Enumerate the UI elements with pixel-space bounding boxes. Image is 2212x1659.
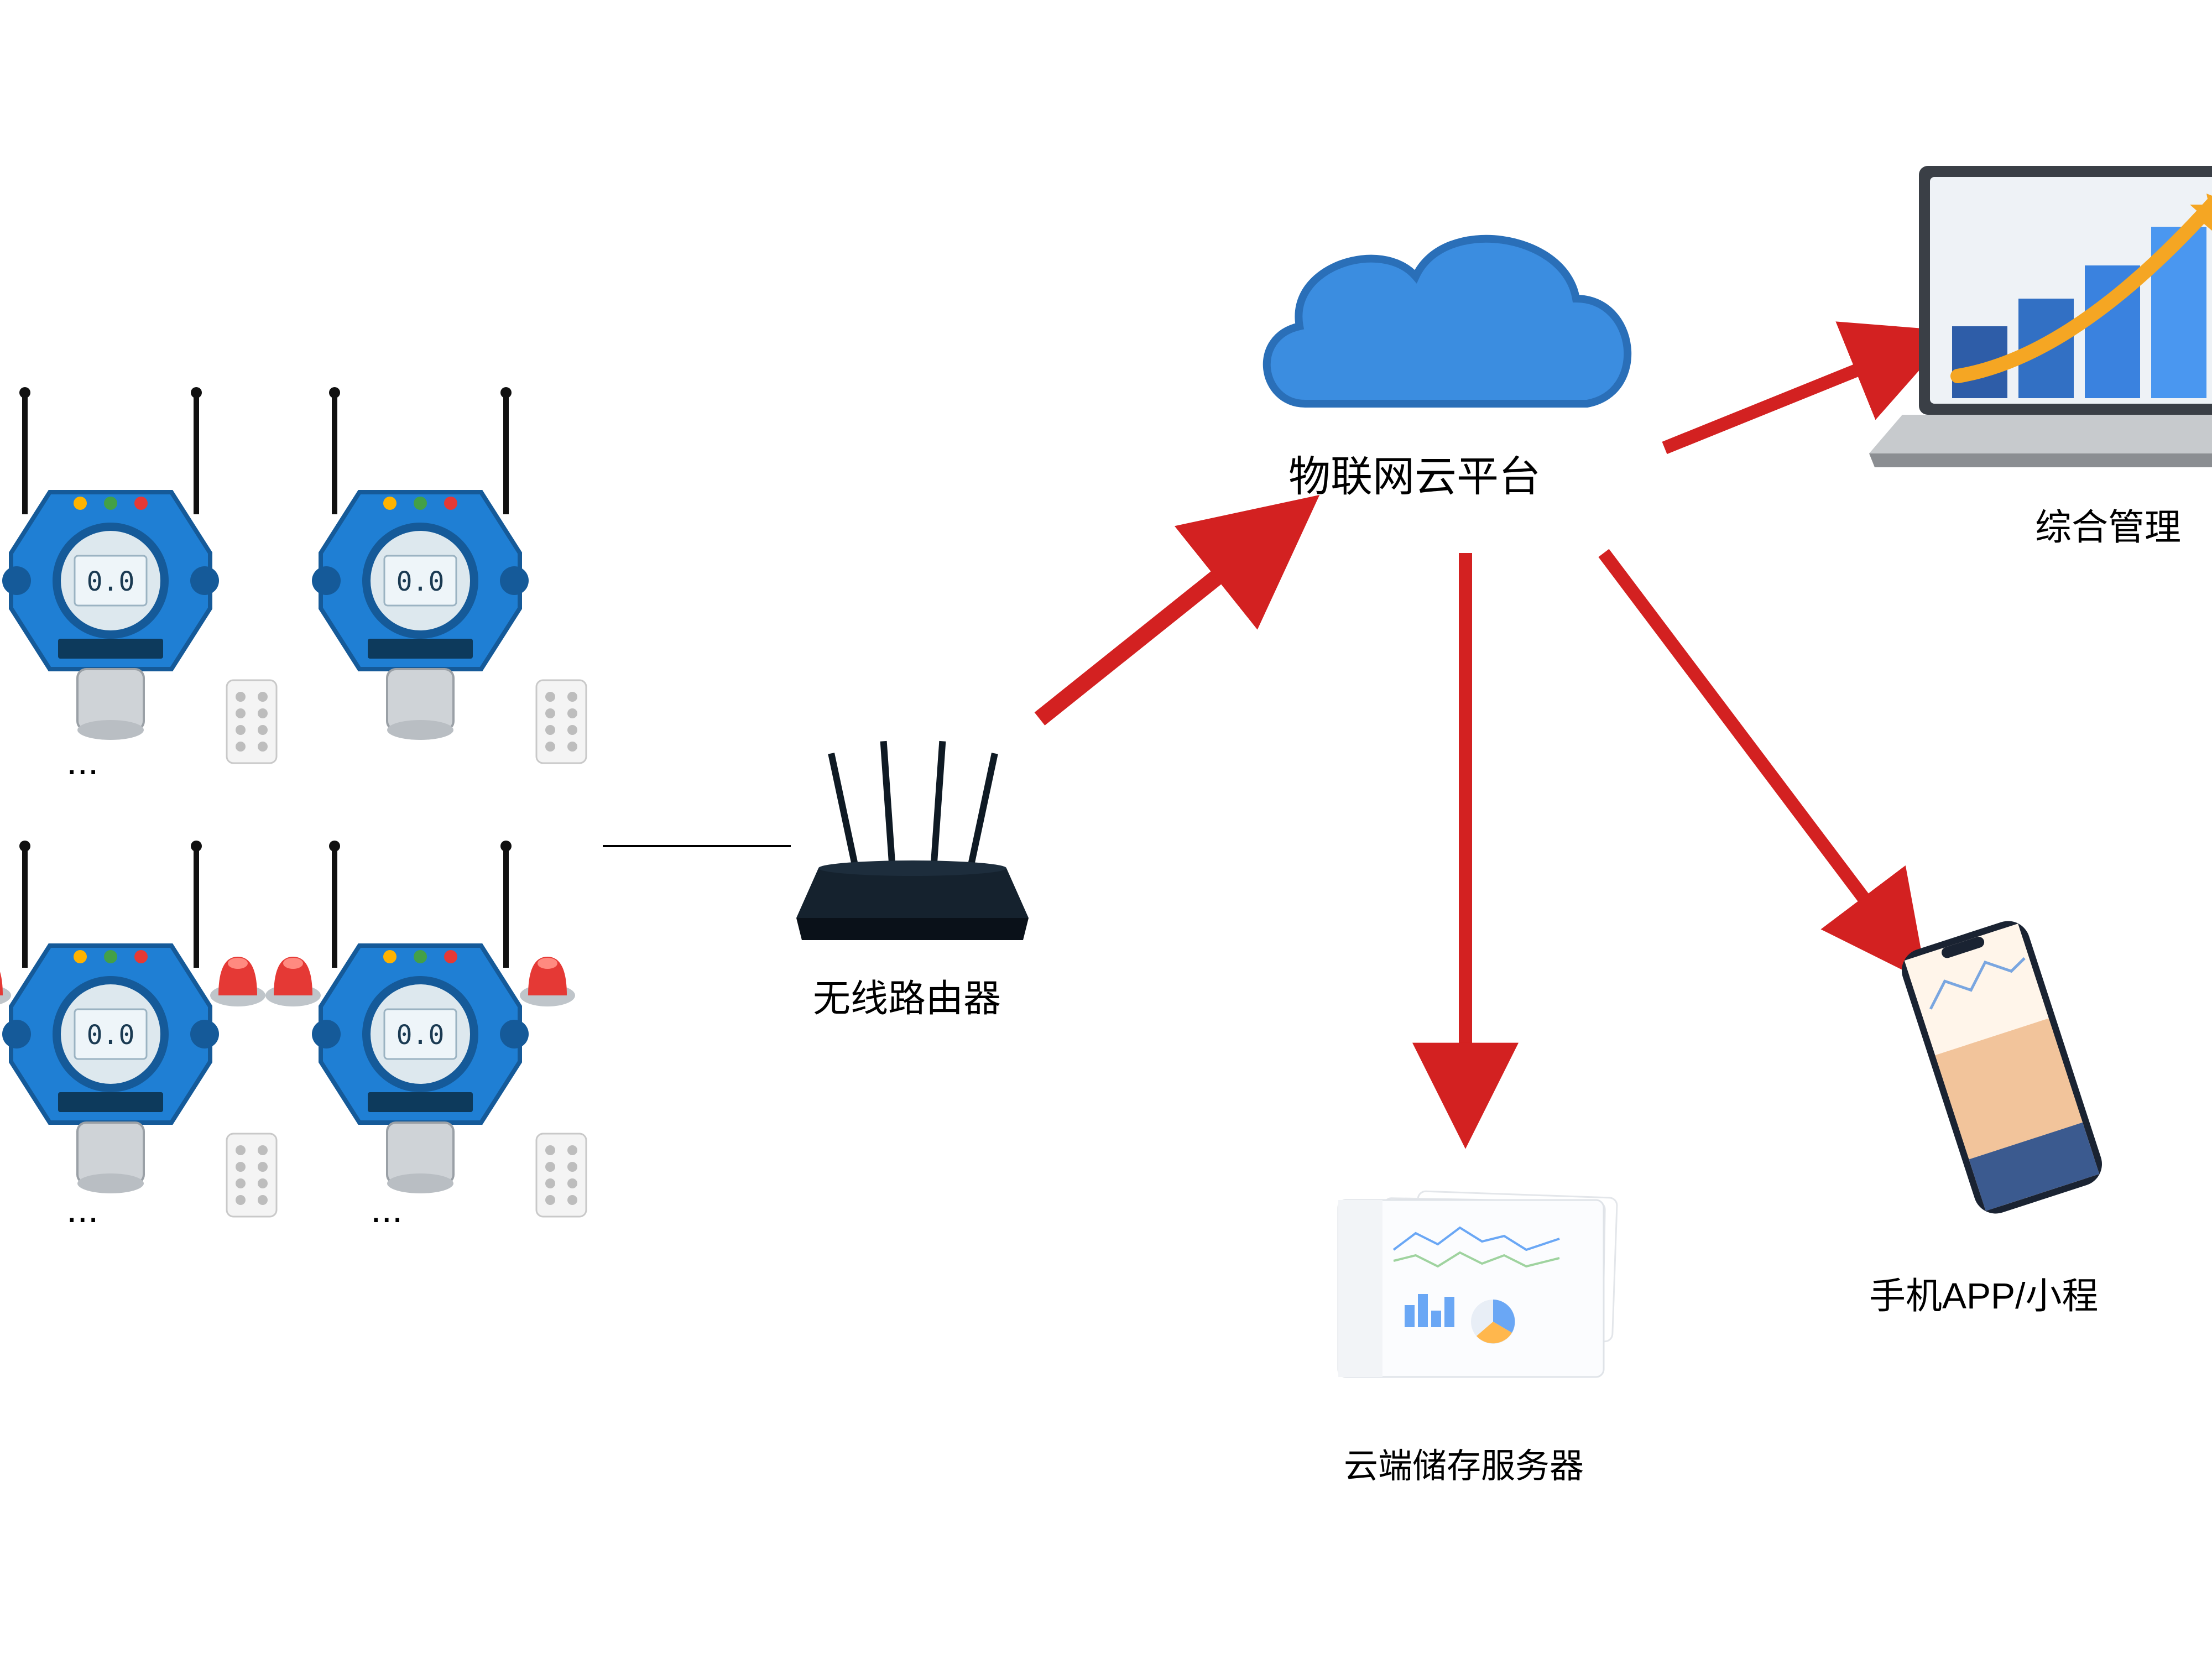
edge-router-cloud — [1040, 520, 1288, 719]
edge-cloud-laptop — [1665, 343, 1924, 448]
mobile-app-label: 手机APP/小程 — [1869, 1266, 2098, 1319]
edge-cloud-phone — [1604, 553, 1908, 957]
wireless-router-icon — [796, 741, 1029, 940]
cloud-storage-icon — [1338, 1191, 1617, 1377]
gas-detector-1 — [2, 387, 276, 763]
ellipsis: ... — [66, 1187, 98, 1230]
cloud-platform-label: 物联网云平台 — [1288, 442, 1541, 503]
gas-detector-4 — [265, 841, 586, 1217]
router-label: 无线路由器 — [813, 968, 1001, 1022]
gas-detector-2 — [312, 387, 586, 763]
cloud-icon — [1267, 239, 1627, 404]
cloud-storage-label: 云端储存服务器 — [1344, 1438, 1584, 1488]
laptop-chart-icon — [1869, 166, 2212, 467]
diagram-canvas: 0.0 — [0, 0, 2212, 1659]
phone-icon — [1896, 915, 2108, 1219]
ellipsis: ... — [371, 1187, 403, 1230]
ellipsis: ... — [66, 739, 98, 782]
management-label: 综合管理 — [2035, 498, 2181, 551]
gas-detector-3 — [0, 841, 276, 1217]
